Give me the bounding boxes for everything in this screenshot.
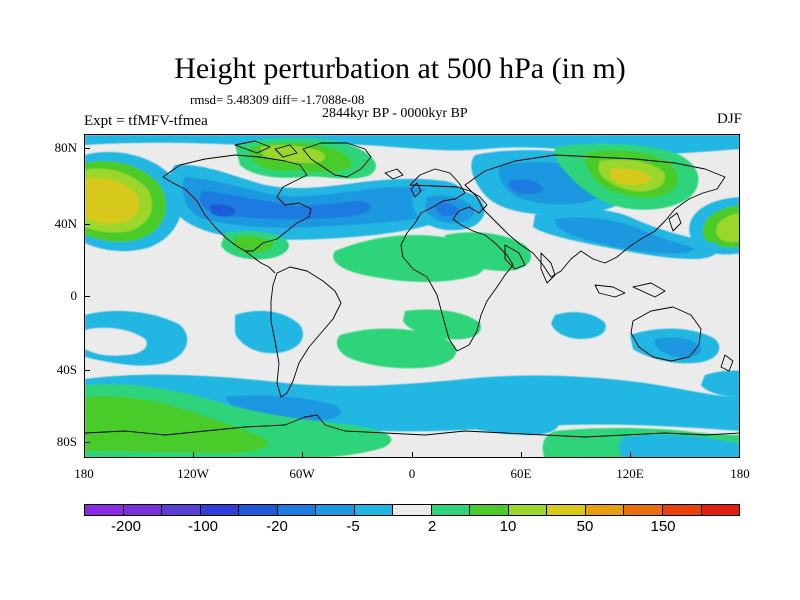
colorbar-cell	[547, 505, 586, 515]
y-tick-40n: 40N	[54, 216, 77, 231]
y-tick-mark	[84, 224, 90, 225]
y-tick-mark	[84, 442, 90, 443]
x-tick-60e: 60E	[510, 466, 532, 481]
colorbar-cell	[508, 505, 548, 515]
coastlines	[85, 140, 739, 438]
colorbar-label: 10	[499, 518, 517, 535]
y-tick-40s: 40S	[56, 362, 77, 377]
colorbar-cell	[662, 505, 702, 515]
colorbar-label: 150	[650, 518, 676, 535]
x-tick-mark	[630, 452, 631, 458]
colorbar-cell	[200, 505, 240, 515]
x-tick-mark	[193, 452, 194, 458]
x-tick-60w: 60W	[289, 466, 315, 481]
y-tick-80s: 80S	[56, 434, 77, 449]
x-tick-120e: 120E	[616, 466, 644, 481]
colorbar-cell	[701, 505, 740, 515]
y-tick-mark	[84, 296, 90, 297]
colorbar-label: -20	[266, 518, 288, 535]
map-panel	[84, 134, 740, 458]
colorbar-cell	[316, 505, 355, 515]
colorbar	[84, 504, 740, 516]
contour-map	[85, 135, 739, 457]
colorbar-label: -5	[346, 518, 360, 535]
colorbar-label: -200	[110, 518, 142, 535]
colorbar-cell	[123, 505, 163, 515]
experiment-label: Expt = tfMFV-tfmea	[84, 113, 208, 129]
colorbar-cell	[393, 505, 432, 515]
x-tick-120w: 120W	[177, 466, 209, 481]
x-tick-mark	[302, 452, 303, 458]
stats-text: rmsd= 5.48309 diff= -1.7088e-08	[190, 92, 365, 107]
y-tick-0: 0	[70, 288, 78, 303]
x-tick-180w: 180	[74, 466, 94, 481]
colorbar-cell	[277, 505, 317, 515]
colorbar-cell	[239, 505, 278, 515]
colorbar-cell	[624, 505, 663, 515]
colorbar-label: 50	[576, 518, 594, 535]
x-tick-mark	[521, 452, 522, 458]
period-text: 2844kyr BP - 0000kyr BP	[322, 106, 468, 121]
colorbar-cell	[470, 505, 509, 515]
contour-fills	[85, 135, 739, 457]
colorbar-cell	[431, 505, 471, 515]
map-title: Height perturbation at 500 hPa (in m)	[174, 52, 626, 85]
y-tick-mark	[84, 370, 90, 371]
x-tick-180e: 180	[730, 466, 750, 481]
y-tick-80n: 80N	[54, 140, 77, 155]
season-label: DJF	[716, 111, 742, 127]
x-tick-0: 0	[408, 466, 416, 481]
colorbar-cell	[354, 505, 394, 515]
colorbar-label: -100	[187, 518, 219, 535]
y-tick-mark	[84, 148, 90, 149]
colorbar-label: 2	[427, 518, 437, 535]
colorbar-cell	[85, 505, 124, 515]
x-tick-mark	[412, 452, 413, 458]
colorbar-cell	[162, 505, 201, 515]
colorbar-cell	[585, 505, 625, 515]
